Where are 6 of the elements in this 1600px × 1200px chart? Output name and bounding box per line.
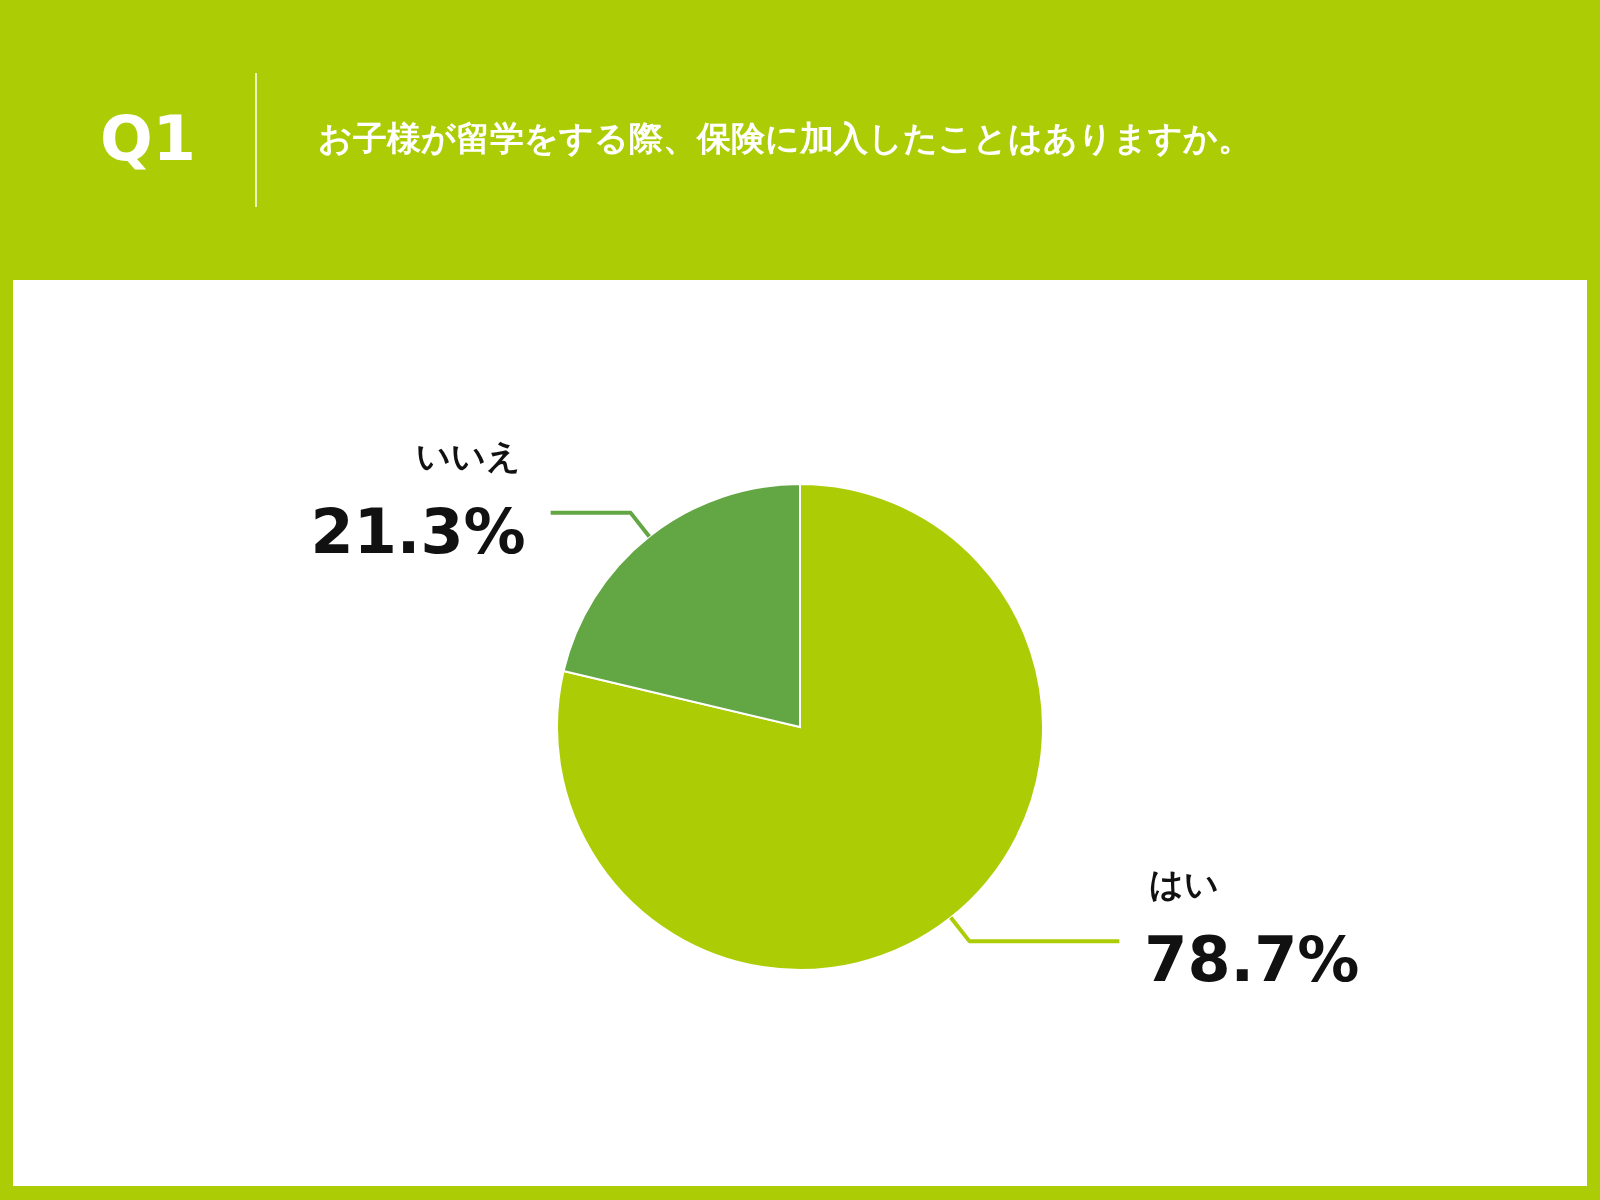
data-label: 78.7% [1144,923,1360,997]
chart-title: Q1 [100,102,196,175]
slice-label: はい [1149,864,1220,905]
slice-label: いいえ [415,435,521,476]
chart-subtitle: お子様が留学をする際、保険に加入したことはありますか。 [318,118,1252,158]
data-label: 21.3% [310,494,526,568]
